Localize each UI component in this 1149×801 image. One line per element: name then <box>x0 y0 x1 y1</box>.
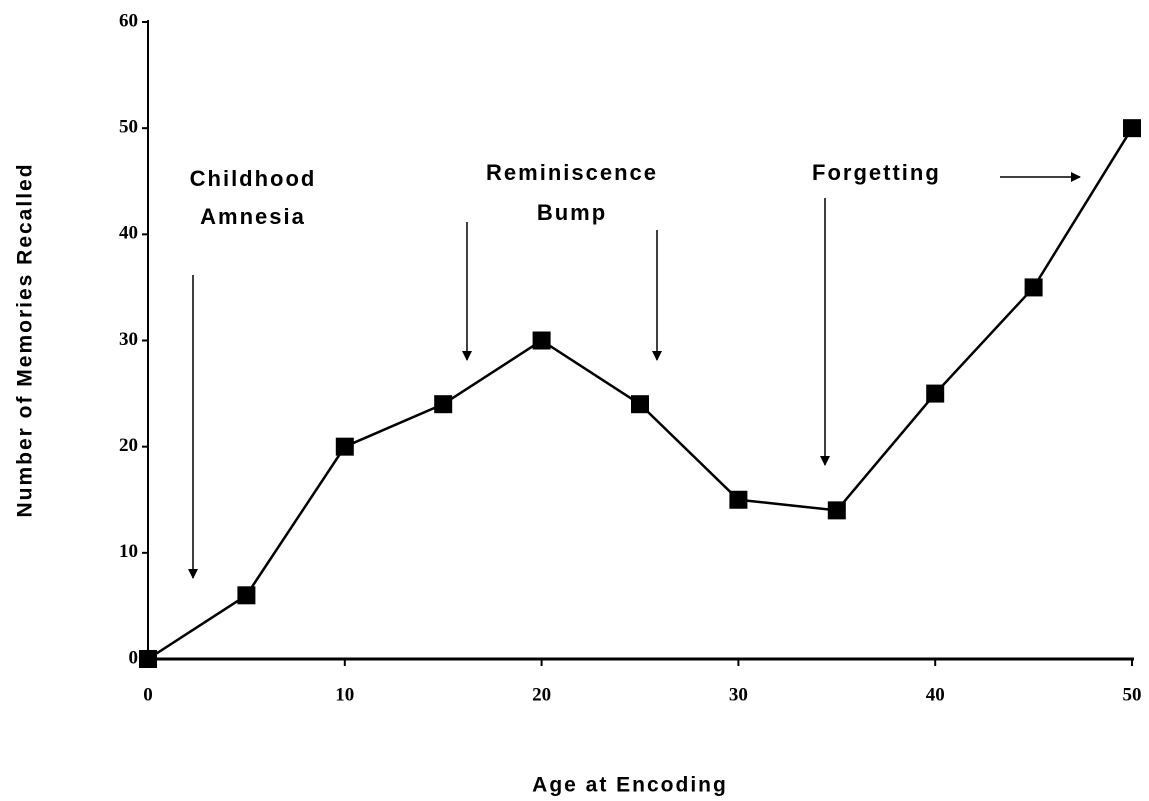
x-tick-label: 10 <box>335 684 354 705</box>
y-tick-label: 0 <box>129 647 139 668</box>
x-tick-label: 50 <box>1123 684 1142 705</box>
marker <box>1123 119 1141 138</box>
annotation: Reminiscence <box>486 160 658 185</box>
marker <box>631 395 649 414</box>
marker <box>827 501 846 520</box>
annotation: Bump <box>537 200 607 225</box>
y-tick-label: 20 <box>119 435 138 456</box>
y-axis-label: Number of Memories Recalled <box>14 162 37 517</box>
marker <box>237 586 256 605</box>
annotation: Childhood <box>190 166 317 191</box>
marker <box>1024 278 1043 297</box>
marker <box>139 650 157 668</box>
x-tick-label: 20 <box>532 684 551 705</box>
y-tick-label: 60 <box>119 10 138 31</box>
x-axis-label: Age at Encoding <box>532 774 728 797</box>
marker <box>335 437 354 456</box>
y-tick-label: 50 <box>119 117 138 138</box>
y-tick-label: 40 <box>119 223 138 244</box>
annotation: Forgetting <box>812 160 941 185</box>
marker <box>926 384 945 403</box>
y-tick-label: 30 <box>119 329 138 350</box>
annotation: Amnesia <box>200 204 306 229</box>
x-tick-label: 40 <box>926 684 945 705</box>
x-tick-label: 0 <box>143 684 153 705</box>
y-tick-label: 10 <box>119 541 138 562</box>
x-tick-label: 30 <box>729 684 748 705</box>
marker <box>434 395 453 414</box>
marker <box>532 331 551 350</box>
marker <box>729 490 748 509</box>
